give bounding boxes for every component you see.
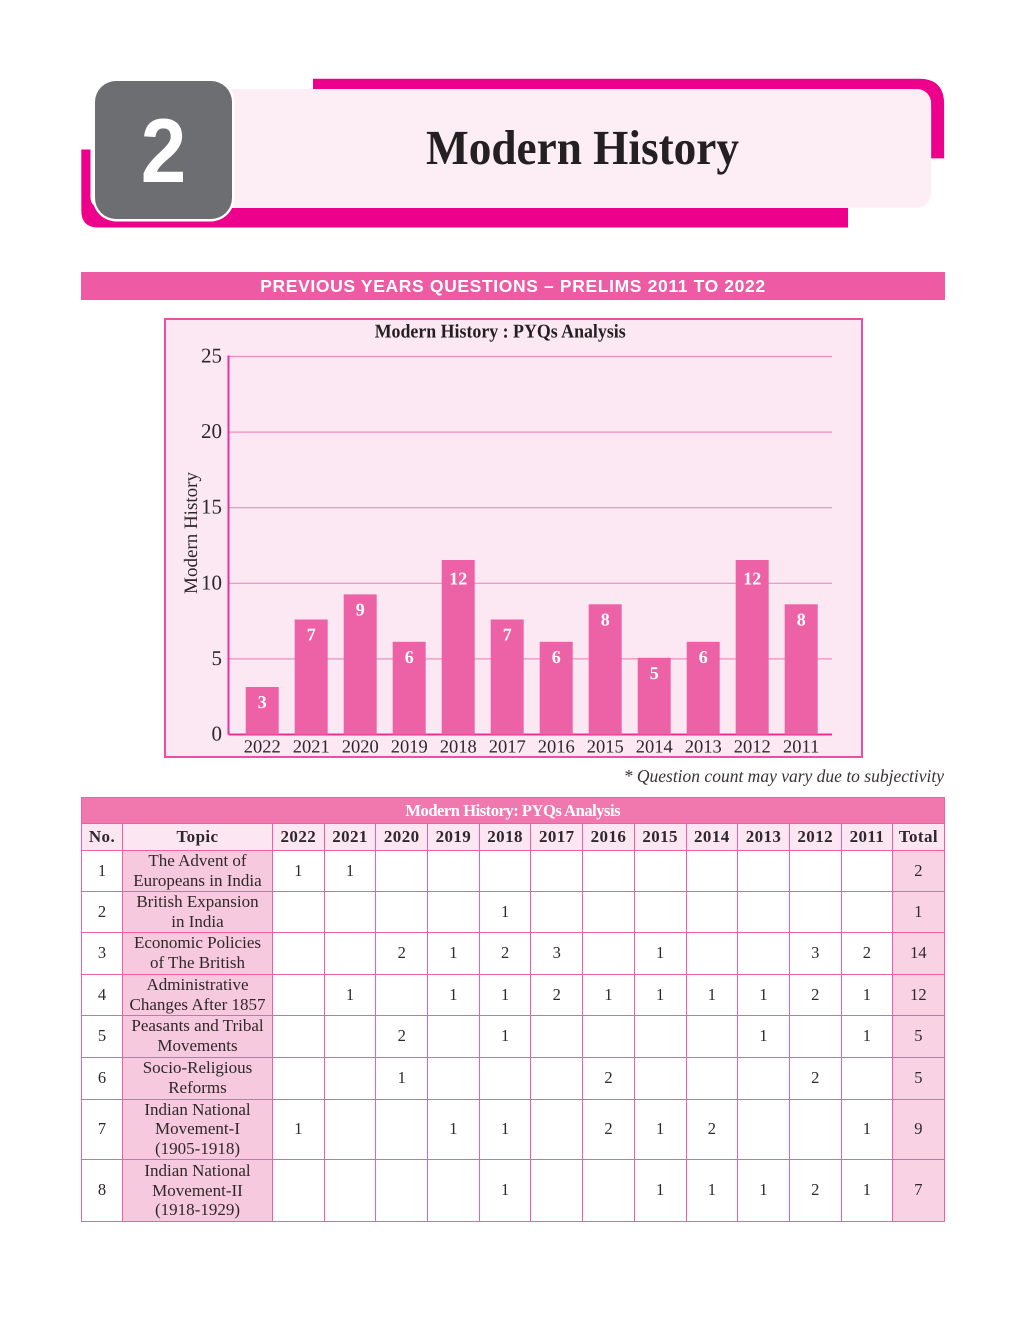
svg-text:8: 8 bbox=[797, 609, 806, 629]
svg-text:8: 8 bbox=[601, 609, 610, 629]
svg-text:2018: 2018 bbox=[440, 738, 477, 758]
svg-text:2011: 2011 bbox=[783, 738, 819, 758]
svg-text:2: 2 bbox=[141, 101, 187, 202]
svg-text:Modern History : PYQs Analysis: Modern History : PYQs Analysis bbox=[375, 322, 626, 343]
svg-text:7: 7 bbox=[503, 625, 512, 645]
svg-text:9: 9 bbox=[356, 599, 365, 619]
svg-text:2021: 2021 bbox=[293, 738, 330, 758]
svg-text:2014: 2014 bbox=[636, 738, 673, 758]
svg-text:25: 25 bbox=[201, 344, 222, 368]
svg-text:5: 5 bbox=[212, 646, 223, 670]
svg-text:2020: 2020 bbox=[342, 738, 379, 758]
svg-text:2013: 2013 bbox=[685, 738, 722, 758]
svg-text:7: 7 bbox=[307, 625, 316, 645]
svg-text:10: 10 bbox=[201, 570, 222, 594]
svg-text:Modern History: Modern History bbox=[426, 120, 739, 175]
svg-text:2015: 2015 bbox=[587, 738, 624, 758]
svg-text:12: 12 bbox=[449, 569, 467, 589]
svg-text:15: 15 bbox=[201, 495, 222, 519]
svg-text:2019: 2019 bbox=[391, 738, 428, 758]
svg-text:5: 5 bbox=[650, 663, 659, 683]
svg-text:12: 12 bbox=[743, 569, 761, 589]
svg-text:3: 3 bbox=[258, 692, 267, 712]
svg-text:6: 6 bbox=[699, 647, 708, 667]
svg-text:Modern History: Modern History bbox=[181, 472, 202, 594]
svg-text:6: 6 bbox=[405, 647, 414, 667]
svg-text:2016: 2016 bbox=[538, 738, 575, 758]
svg-text:2012: 2012 bbox=[734, 738, 771, 758]
svg-text:6: 6 bbox=[552, 647, 561, 667]
svg-text:2017: 2017 bbox=[489, 738, 526, 758]
svg-text:2022: 2022 bbox=[244, 738, 281, 758]
svg-text:20: 20 bbox=[201, 419, 222, 443]
svg-text:0: 0 bbox=[212, 722, 223, 746]
